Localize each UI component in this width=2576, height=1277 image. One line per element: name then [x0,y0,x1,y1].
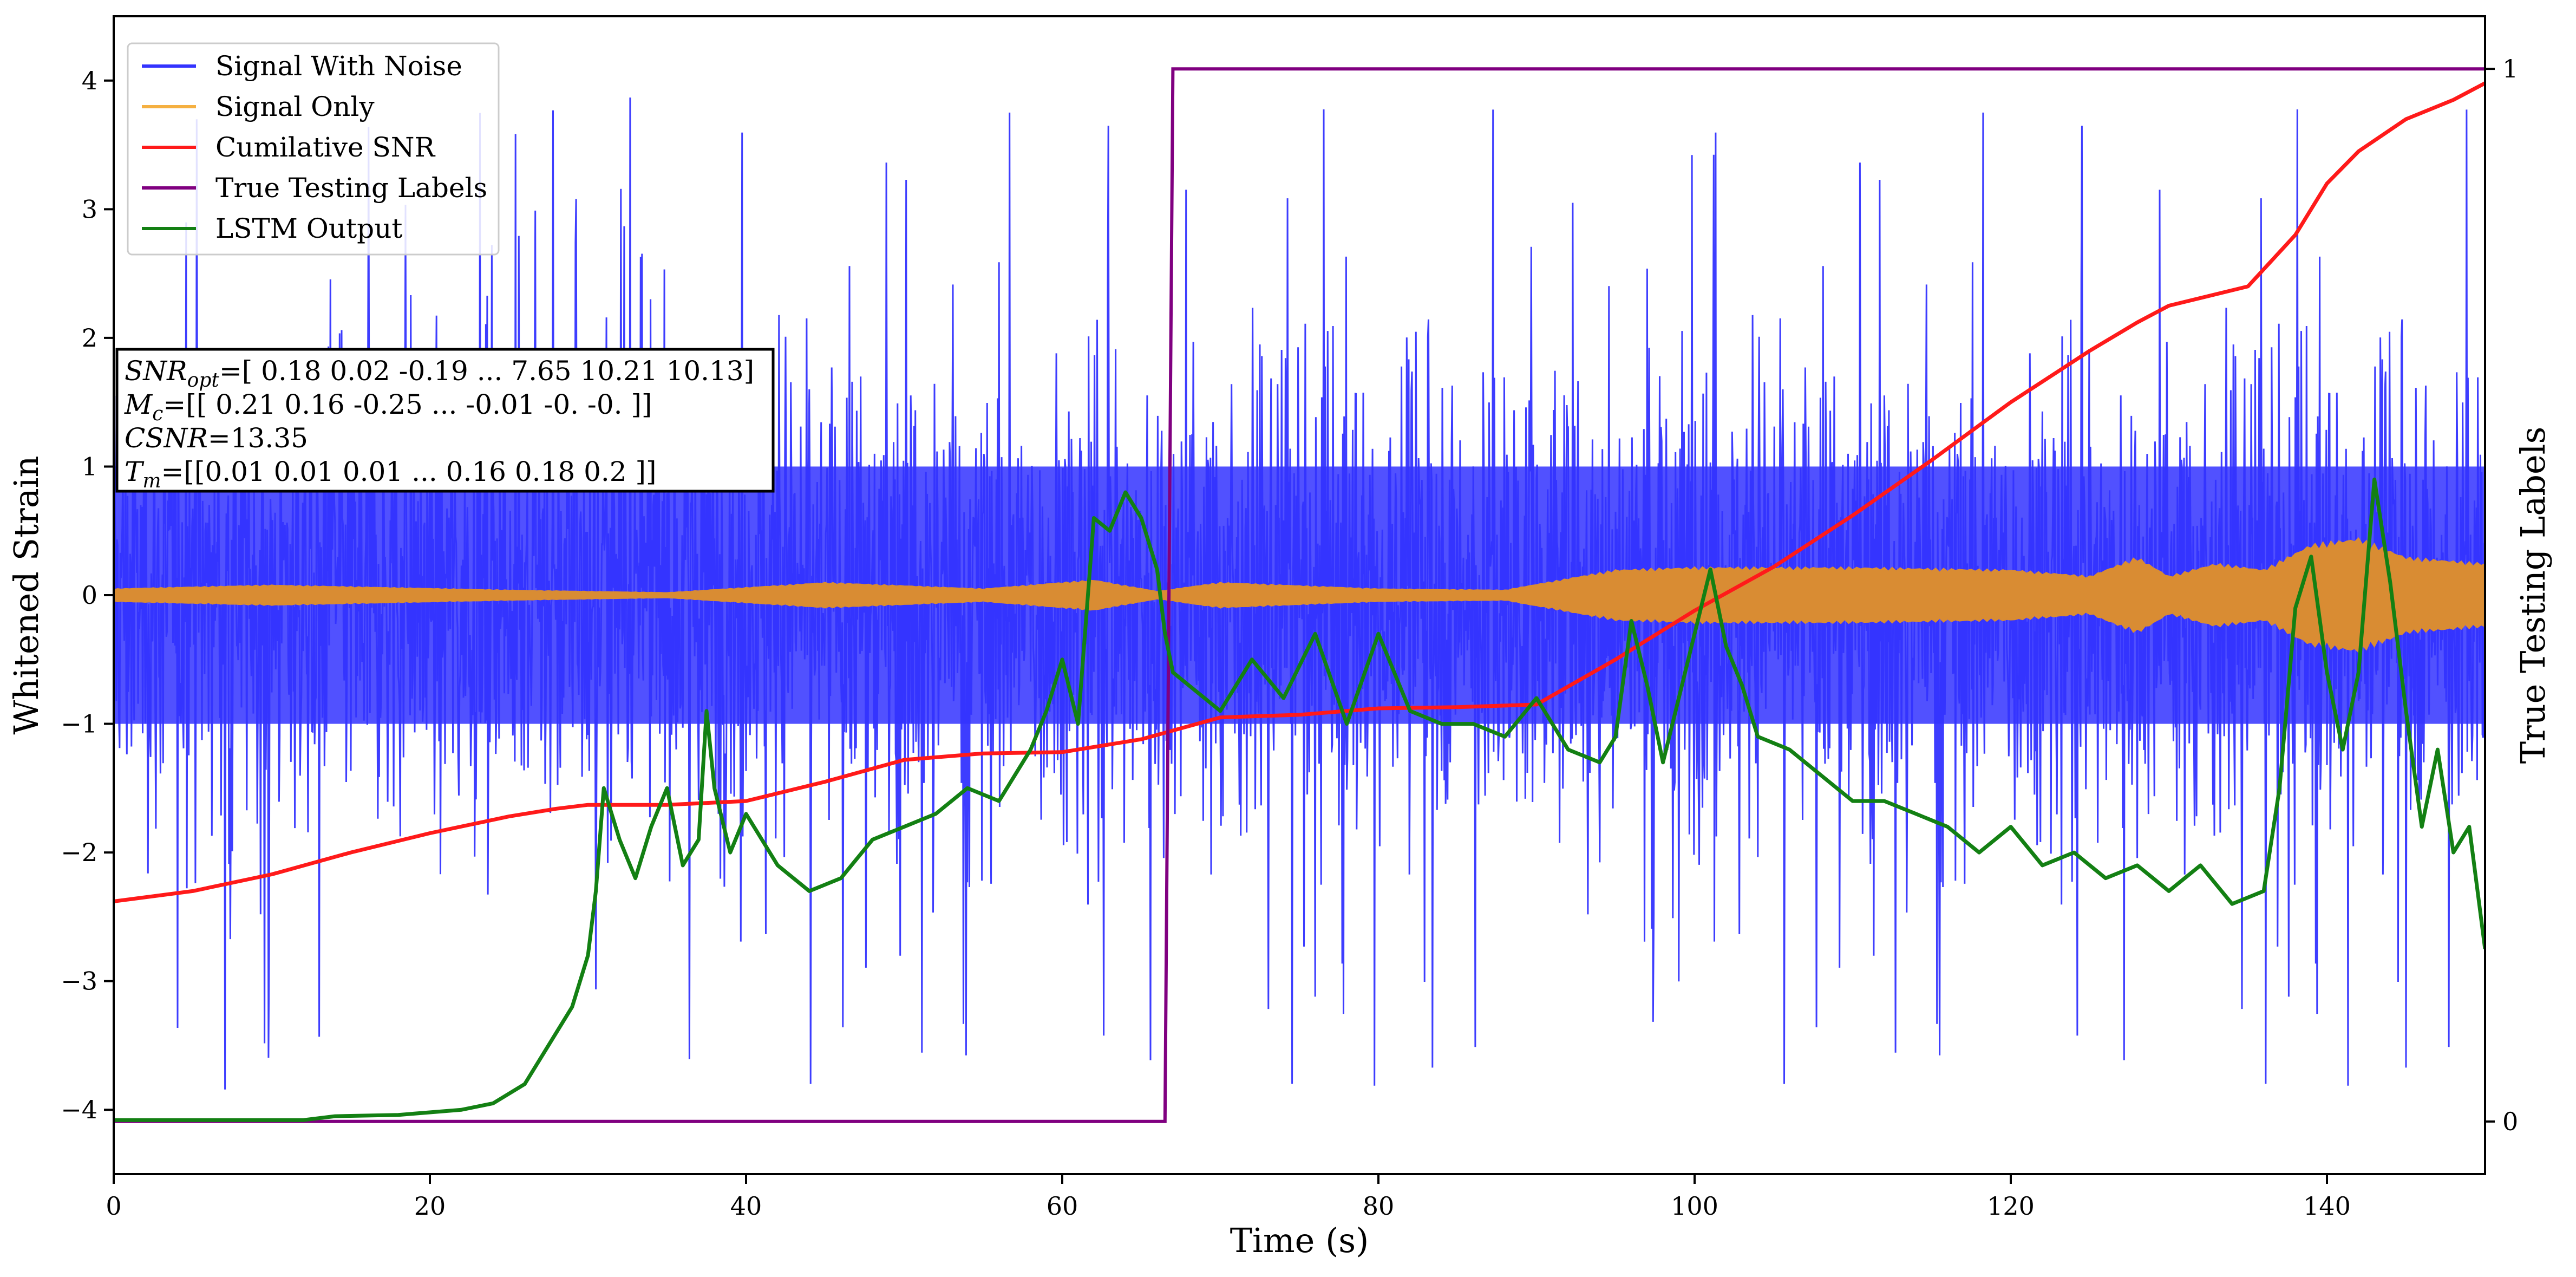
y-axis-title: Whitened Strain [6,456,46,735]
y-tick-label: 3 [82,194,97,224]
annotation-frame [115,348,775,493]
y-tick-label: 2 [82,323,97,353]
x-tick-label: 40 [730,1191,762,1221]
x-tick-label: 60 [1047,1191,1078,1221]
y-right-tick-label: 1 [2502,54,2518,83]
signal-only-envelope [114,537,2485,653]
true-testing-labels-line [114,67,2485,1123]
y-tick-label: −3 [61,967,97,996]
legend-label: Signal Only [215,91,375,122]
x-tick-label: 100 [1671,1191,1718,1221]
x-axis-title: Time (s) [1230,1221,1369,1260]
y-tick-label: −4 [61,1095,97,1124]
annotation-line: CSNR=13.35 [125,422,308,454]
y-tick-label: 1 [82,452,97,481]
x-tick-label: 20 [414,1191,446,1221]
plot-area [114,67,2485,1123]
legend-label: Cumilative SNR [215,132,435,163]
annotation-box: SNRopt=[ 0.18 0.02 -0.19 ... 7.65 10.21 … [115,348,775,493]
x-tick-label: 140 [2303,1191,2351,1221]
legend-label: Signal With Noise [215,50,462,82]
y-tick-label: −1 [61,709,97,739]
y-tick-label: 0 [82,581,97,610]
x-tick-label: 0 [106,1191,121,1221]
legend: Signal With Noise Signal Only Cumilative S… [127,42,500,256]
legend-label: True Testing Labels [215,172,487,204]
annotation-line: Mc=[[ 0.21 0.16 -0.25 ... -0.01 -0. -0. … [124,389,652,425]
y-tick-label: 4 [82,66,97,95]
y-right-tick-label: 0 [2502,1107,2518,1136]
legend-frame [127,42,500,256]
y-tick-label: −2 [61,838,97,867]
x-tick-label: 120 [1987,1191,2035,1221]
legend-label: LSTM Output [215,213,402,244]
lstm-output-line [114,477,2485,1122]
legend-items: Signal With Noise Signal Only Cumilative S… [142,50,487,244]
annotation-lines: SNRopt=[ 0.18 0.02 -0.19 ... 7.65 10.21 … [124,355,754,492]
annotation-line: SNRopt=[ 0.18 0.02 -0.19 ... 7.65 10.21 … [125,355,754,392]
annotation-line: Tm=[[0.01 0.01 0.01 ... 0.16 0.18 0.2 ]] [125,456,657,492]
cumulative-snr-line [114,81,2485,903]
x-tick-label: 80 [1363,1191,1395,1221]
y-axis-right-title: True Testing Labels [2513,427,2553,764]
